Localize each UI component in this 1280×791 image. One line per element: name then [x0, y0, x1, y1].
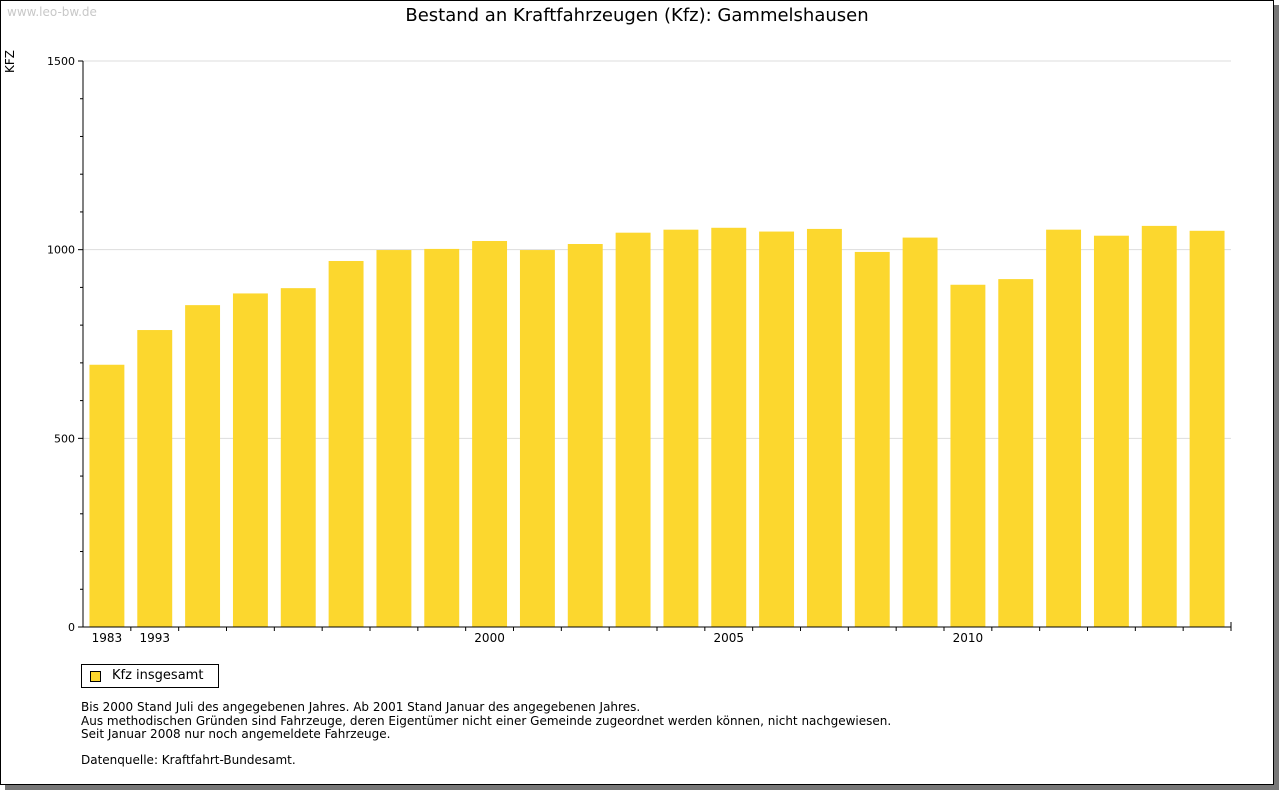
footnote-line: Bis 2000 Stand Juli des angegebenen Jahr… [81, 700, 641, 714]
legend-label: Kfz insgesamt [112, 668, 204, 683]
bar [185, 305, 221, 627]
bar [1046, 229, 1082, 627]
x-tick-label: 1983 [92, 631, 123, 645]
footnotes: Bis 2000 Stand Juli des angegebenen Jahr… [81, 700, 892, 742]
bar [519, 250, 555, 627]
legend-swatch [90, 671, 101, 682]
bar [376, 250, 412, 627]
bar [759, 231, 795, 627]
bar [711, 227, 747, 628]
bar [1189, 230, 1225, 628]
watermark: www.leo-bw.de [7, 5, 97, 19]
bar-chart: 0 500 1000 1500 1983 1993 2000 2005 2010 [47, 55, 1232, 645]
bar [1093, 235, 1129, 628]
bar [137, 330, 173, 627]
bar [328, 260, 364, 627]
bar [280, 288, 316, 627]
y-tick-label: 1500 [47, 55, 75, 68]
bar [663, 229, 699, 627]
bar [902, 237, 938, 628]
bar [424, 248, 460, 628]
bar [232, 293, 268, 627]
x-tick-label: 1993 [139, 631, 170, 645]
footnote-line: Aus methodischen Gründen sind Fahrzeuge,… [81, 713, 892, 728]
footnote-line: Seit Januar 2008 nur noch angemeldete Fa… [81, 727, 391, 741]
y-tick-label: 1000 [47, 244, 75, 257]
bar [89, 364, 125, 627]
x-tick-label: 2010 [953, 631, 984, 645]
bar [472, 240, 508, 627]
bar [615, 232, 651, 628]
chart-title: Bestand an Kraftfahrzeugen (Kfz): Gammel… [405, 5, 869, 26]
data-source: Datenquelle: Kraftfahrt-Bundesamt. [81, 753, 296, 767]
bar [854, 251, 890, 627]
bar [567, 244, 603, 628]
bar [806, 228, 842, 627]
bar [950, 284, 986, 627]
y-tick-label: 500 [54, 432, 75, 445]
bar [998, 279, 1034, 627]
x-tick-label: 2000 [474, 631, 505, 645]
bar [1141, 225, 1177, 628]
x-tick-label: 2005 [713, 631, 744, 645]
y-tick-label: 0 [68, 621, 75, 634]
legend: Kfz insgesamt [81, 664, 219, 688]
